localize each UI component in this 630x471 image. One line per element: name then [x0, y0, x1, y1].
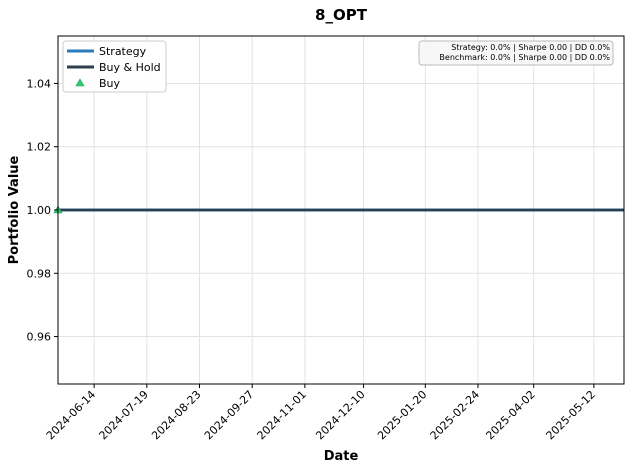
y-tick-label: 1.00: [27, 204, 52, 217]
legend: Strategy Buy & Hold Buy: [62, 40, 167, 93]
stats-line: Benchmark: 0.0% | Sharpe 0.00 | DD 0.0%: [439, 53, 610, 62]
x-tick-label: 2025-05-12: [544, 388, 598, 442]
stats-box: Strategy: 0.0% | Sharpe 0.00 | DD 0.0%Be…: [418, 40, 614, 66]
y-axis-label: Portfolio Value: [7, 155, 22, 264]
series-layer: [53, 205, 624, 214]
x-tick-label: 2024-06-14: [44, 388, 98, 442]
x-tick-label: 2025-02-24: [428, 388, 482, 442]
x-tick-label: 2025-04-02: [483, 388, 537, 442]
stats-line: Strategy: 0.0% | Sharpe 0.00 | DD 0.0%: [451, 43, 610, 52]
legend-box: [62, 40, 167, 93]
chart-title: 8_OPT: [315, 6, 368, 24]
x-tick-label: 2024-12-10: [313, 388, 367, 442]
y-tick-label: 0.96: [27, 331, 52, 344]
x-tick-label: 2024-08-23: [149, 388, 203, 442]
x-tick-label: 2024-09-27: [202, 388, 256, 442]
legend-buy-swatch: [75, 78, 85, 87]
x-tick-label: 2025-01-20: [375, 388, 429, 442]
ticks-layer: 0.96 0.98 1.00 1.02 1.04 2024-06-142024-07-19…: [27, 77, 599, 442]
legend-label: Strategy: [99, 45, 147, 58]
y-tick-label: 0.98: [27, 267, 52, 280]
legend-label: Buy: [99, 77, 121, 90]
legend-label: Buy & Hold: [99, 61, 161, 74]
y-tick-label: 1.02: [27, 141, 52, 154]
stats-box-frame: [418, 40, 614, 66]
x-tick-label: 2024-07-19: [97, 388, 151, 442]
y-tick-label: 1.04: [27, 77, 52, 90]
x-tick-label: 2024-11-01: [255, 388, 309, 442]
x-axis-label: Date: [324, 449, 359, 464]
